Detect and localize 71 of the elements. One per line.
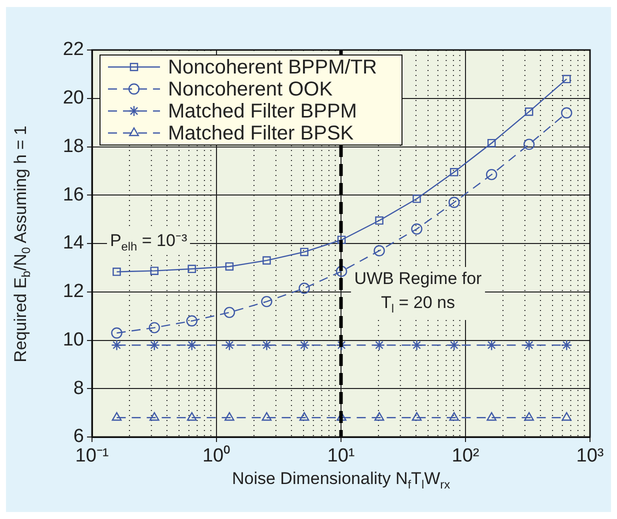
point: [523, 339, 535, 351]
point: [450, 168, 458, 176]
point: [262, 256, 271, 265]
annotation: P$_{elh}$ = 10⁻³: [106, 228, 190, 254]
point: [299, 412, 310, 421]
y-tick-label: 20: [62, 88, 84, 109]
y-tick-label: 16: [62, 184, 84, 206]
point: [186, 339, 198, 351]
point: [486, 168, 498, 180]
point: [374, 412, 384, 421]
point: [524, 108, 534, 116]
point: [298, 339, 310, 351]
point: [111, 339, 122, 351]
point: [337, 236, 346, 244]
x-tick-label: 10⁰: [202, 444, 231, 467]
x-axis-title: Noise Dimensionality N$_{f}$T$_{l}$W$_{rx}$: [232, 469, 450, 492]
point: [224, 306, 236, 318]
point: [261, 339, 272, 351]
point: [224, 339, 236, 351]
y-tick-label: 6: [73, 426, 84, 448]
point: [449, 412, 460, 421]
point: [524, 412, 534, 421]
x-tick-label: 10⁻¹: [75, 446, 109, 467]
y-tick-label: 18: [62, 136, 84, 157]
point: [374, 339, 385, 351]
point: [375, 216, 384, 225]
point: [411, 223, 422, 235]
point: [148, 339, 160, 351]
y-tick-label: 14: [62, 232, 84, 254]
point: [148, 322, 160, 334]
point: [186, 315, 198, 326]
point: [111, 327, 122, 339]
x-tick-label: 10³: [576, 446, 604, 467]
y-tick-label: 22: [62, 39, 84, 60]
point: [412, 412, 422, 421]
legend-label: Matched Filter BPSK: [168, 122, 354, 145]
point: [523, 138, 535, 150]
y-tick-label: 12: [62, 281, 84, 302]
point: [149, 412, 160, 421]
point: [261, 296, 272, 308]
point: [374, 245, 385, 256]
point: [411, 339, 422, 351]
point: [186, 412, 197, 421]
point: [412, 194, 421, 203]
x-tick-label: 10¹: [327, 446, 355, 467]
y-tick-label: 10: [62, 329, 84, 350]
point: [448, 339, 460, 351]
point: [262, 412, 272, 421]
legend-label: Matched Filter BPPM: [168, 100, 357, 123]
point: [336, 266, 348, 277]
point: [487, 138, 496, 148]
point: [150, 266, 159, 275]
point: [112, 268, 121, 276]
legend-label: Noncoherent BPPM/TR: [168, 56, 377, 79]
point: [562, 412, 572, 421]
point: [562, 74, 571, 84]
point: [298, 282, 310, 294]
point: [486, 412, 497, 421]
point: [188, 264, 196, 274]
y-tick-label: 8: [73, 378, 84, 399]
point: [225, 262, 234, 271]
annotation: UWB Regime for T$_{l}$ = 20 ns: [350, 266, 485, 320]
point: [561, 339, 572, 351]
point: [486, 339, 498, 351]
point: [561, 107, 572, 118]
point: [112, 412, 122, 421]
point: [448, 196, 460, 208]
point: [300, 248, 308, 256]
point: [224, 412, 234, 421]
legend-label: Noncoherent OOK: [168, 78, 334, 101]
x-tick-label: 10²: [452, 446, 480, 467]
